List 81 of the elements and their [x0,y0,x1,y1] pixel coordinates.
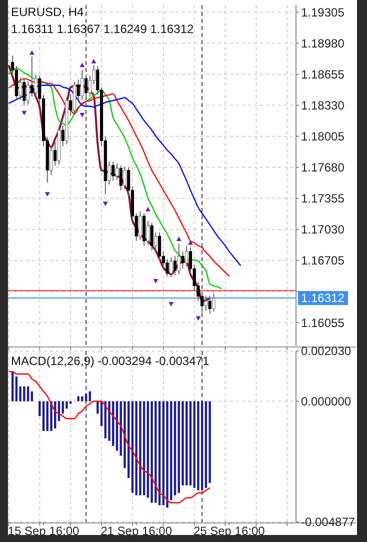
bar [139,401,142,496]
bar [88,391,92,402]
candlestick [108,161,111,186]
point [188,240,193,245]
point [22,110,27,116]
candlestick [22,78,26,106]
bar [178,401,180,493]
candlestick [208,294,212,314]
bar [30,391,34,402]
line-series [8,370,210,504]
y-tick-label: 1.17355 [301,192,345,206]
candlestick [50,146,53,176]
candlestick [177,243,180,275]
candlestick [170,256,173,278]
bar [150,401,153,503]
point [145,206,150,212]
bar [135,401,138,496]
y-tick-label: 1.18005 [301,130,345,144]
candlestick [30,56,34,98]
y-tick-label: 0.000000 [301,394,352,408]
y-tick-label: 1.18980 [301,36,345,50]
candlestick [80,69,84,100]
chart-title: EURUSD, H4 [11,5,84,19]
bar [11,372,14,402]
candlestick [146,220,150,246]
y-tick-label: 1.19305 [301,5,345,20]
point [196,316,201,321]
bar [166,401,168,508]
candlestick [185,245,188,268]
candlestick [212,292,216,312]
ref-line-label: 1.16312 [301,291,345,306]
x-tick-label: 25 Sep 16:00 [193,524,266,538]
bar [26,386,30,402]
y-tick-label: 1.17680 [301,160,345,175]
candlestick [150,222,154,251]
point [29,50,34,55]
point [176,236,182,242]
y-tick-label: 1.16705 [301,254,345,268]
point [44,192,50,197]
bar [174,401,176,496]
text: 1.16311 1.16367 1.16249 1.16312 [11,22,194,36]
candlestick [158,232,162,262]
candlestick [204,296,208,312]
candlestick [115,163,119,180]
bar [204,401,208,488]
y-tick-label: 1.16055 [301,316,345,330]
candlestick [138,210,142,240]
candlestick [123,166,126,190]
bar [77,396,80,402]
bar [42,401,45,431]
candlestick [18,77,22,100]
candlestick [119,164,122,191]
candlestick [173,256,177,276]
bar [186,401,188,486]
y-tick-label: -0.004877 [301,515,356,530]
bar [23,386,26,402]
y-tick-label: 1.17030 [301,222,345,237]
point [168,302,174,306]
bar [154,401,157,503]
point [80,112,85,118]
bar [50,401,52,431]
chart-title: MACD(12,26,9) -0.003294 -0.003471 [11,354,210,368]
point [80,62,85,68]
point [91,58,96,64]
bar [189,401,192,486]
bar [81,396,84,402]
y-tick-label: 1.18330 [301,98,345,112]
candlestick [112,161,115,182]
bar [193,401,196,488]
y-tick-label: 0.002030 [301,344,352,358]
x-tick-label: 15 Sep 16:00 [8,524,80,538]
y-tick-label: 1.18655 [301,67,345,82]
x-tick-label: 21 Sep 16:00 [100,524,172,538]
point [102,202,108,206]
candlestick [181,250,184,270]
candlestick [154,232,158,252]
point [153,279,158,284]
bar [46,401,48,431]
bar [197,401,200,490]
bar [15,376,18,402]
candlestick [26,80,30,105]
